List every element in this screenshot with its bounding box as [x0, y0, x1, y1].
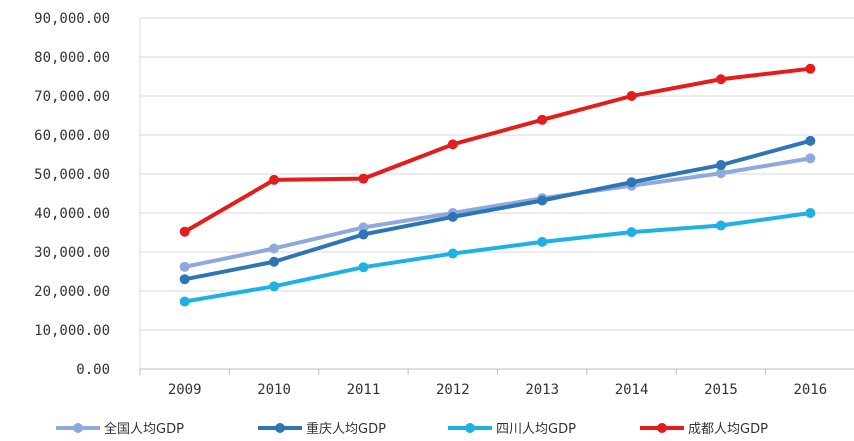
legend-label: 成都人均GDP	[688, 422, 768, 437]
series-line-0	[182, 156, 813, 269]
x-tick-label: 2013	[525, 382, 559, 398]
data-point	[179, 226, 190, 237]
data-point	[537, 114, 548, 125]
x-tick-label: 2009	[168, 382, 202, 398]
data-point	[269, 256, 280, 267]
data-point	[269, 174, 280, 185]
data-point	[626, 91, 637, 101]
series-line-2	[182, 211, 813, 304]
y-tick-label: 10,000.00	[34, 323, 110, 339]
data-point	[805, 208, 816, 218]
y-tick-label: 0.00	[76, 362, 110, 378]
data-point	[179, 261, 190, 272]
legend-label: 重庆人均GDP	[306, 421, 386, 437]
data-point	[626, 227, 637, 238]
legend-label: 四川人均GDP	[496, 422, 576, 437]
data-point	[179, 296, 190, 307]
series-line-3	[182, 66, 813, 234]
y-tick-label: 70,000.00	[34, 89, 110, 105]
y-tick-label: 60,000.00	[34, 128, 110, 144]
data-point	[358, 229, 369, 240]
data-point	[537, 195, 548, 206]
series-line-1	[182, 138, 813, 282]
data-point	[269, 281, 280, 292]
data-point	[358, 222, 369, 233]
data-point	[269, 243, 280, 254]
y-axis: 0.00 10,000.00 20,000.00 30,000.00 40,000.00…	[34, 11, 110, 378]
legend-swatch-marker	[657, 423, 667, 433]
data-point	[805, 135, 816, 146]
legend: 全国人均GDP 重庆人均GDP 四川人均GDP 成都人均GDP	[56, 421, 768, 437]
data-point	[715, 74, 726, 85]
x-axis: 2009 2010 2011 2012 2013 2014 2015 2016	[139, 368, 854, 398]
x-tick-label: 2016	[793, 382, 827, 398]
data-point	[358, 262, 369, 273]
legend-swatch-marker	[275, 423, 285, 433]
y-tick-label: 20,000.00	[34, 284, 110, 300]
data-point	[626, 177, 637, 188]
x-tick-label: 2011	[347, 382, 381, 398]
y-tick-label: 90,000.00	[34, 11, 110, 27]
data-point	[447, 139, 458, 150]
data-point	[537, 236, 548, 247]
x-tick-label: 2014	[615, 382, 649, 398]
data-point	[358, 173, 369, 184]
legend-swatch-marker	[465, 423, 475, 433]
legend-item: 重庆人均GDP	[258, 421, 386, 437]
legend-swatch-marker	[73, 423, 83, 433]
data-point	[179, 274, 190, 285]
y-tick-label: 80,000.00	[34, 50, 110, 66]
data-point	[715, 168, 726, 179]
data-point	[715, 160, 726, 171]
data-point	[805, 153, 816, 164]
legend-item: 成都人均GDP	[640, 422, 768, 437]
y-tick-label: 40,000.00	[34, 206, 110, 222]
legend-label: 全国人均GDP	[104, 421, 184, 437]
y-tick-label: 30,000.00	[34, 245, 110, 261]
x-tick-label: 2015	[704, 382, 738, 398]
data-point	[447, 211, 458, 222]
plot-area	[179, 63, 816, 307]
data-point	[805, 63, 816, 74]
x-tick-label: 2010	[257, 382, 291, 398]
legend-item: 四川人均GDP	[448, 422, 576, 437]
x-tick-label: 2012	[436, 382, 470, 398]
legend-item: 全国人均GDP	[56, 421, 184, 437]
data-point	[715, 220, 726, 231]
y-tick-label: 50,000.00	[34, 167, 110, 183]
data-point	[447, 248, 458, 259]
